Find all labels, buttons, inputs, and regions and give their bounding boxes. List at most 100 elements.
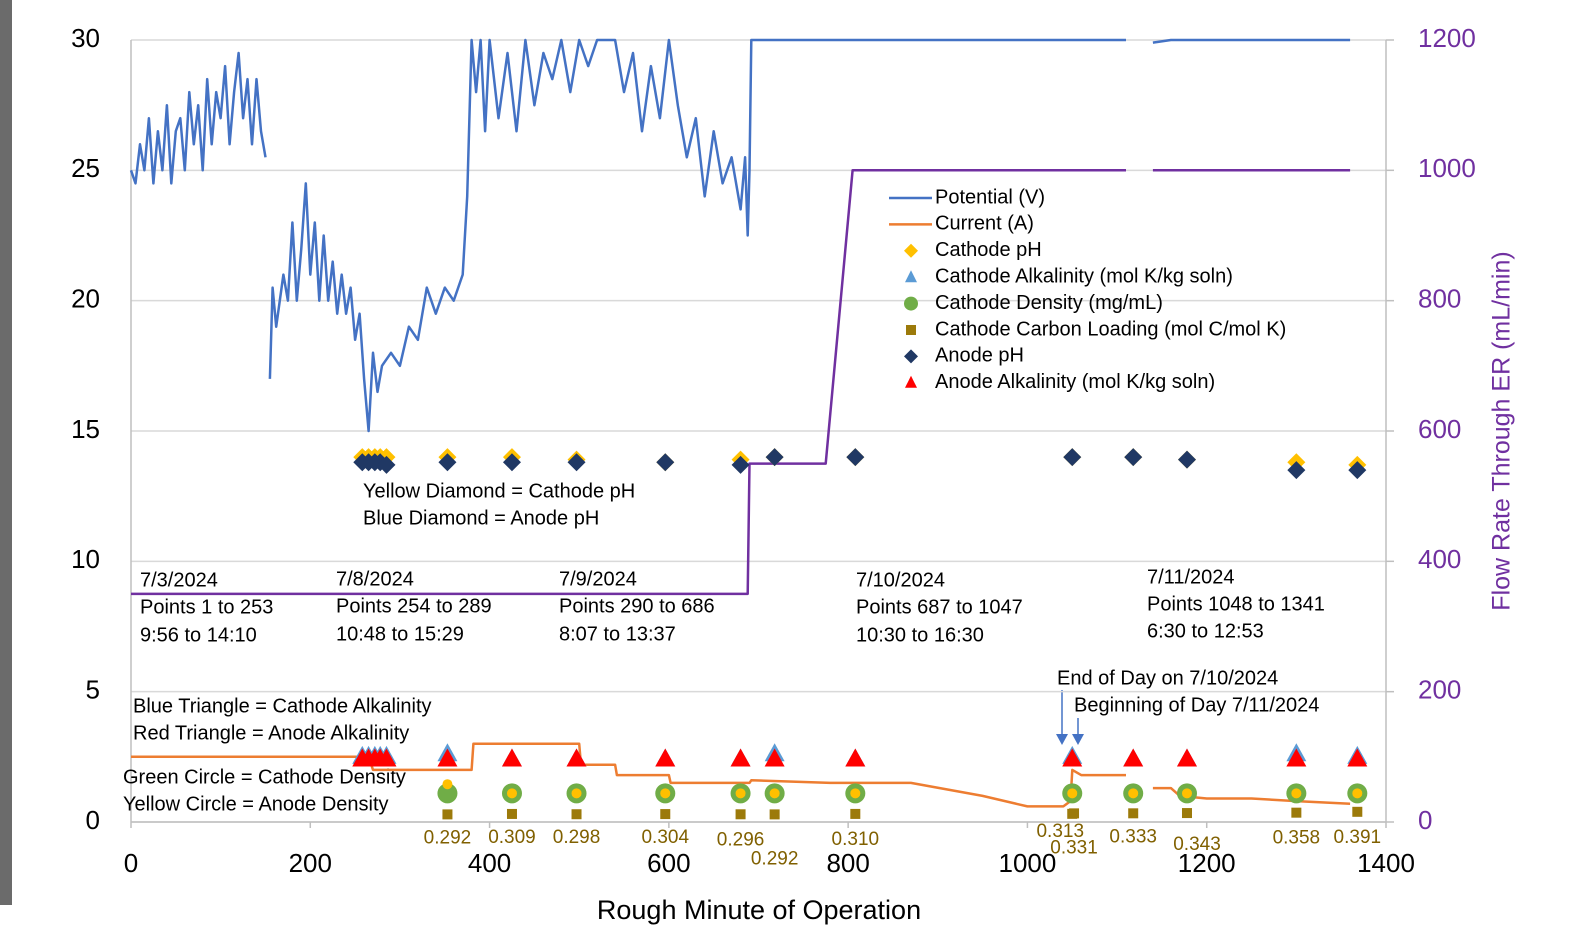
annotation: 9:56 to 14:10 bbox=[140, 624, 257, 646]
square-marker bbox=[660, 809, 670, 819]
square-marker bbox=[736, 809, 746, 819]
legend-marker bbox=[906, 325, 916, 335]
diamond-marker bbox=[1178, 451, 1196, 469]
legend-marker bbox=[905, 376, 917, 388]
square-marker bbox=[442, 809, 452, 819]
photo-edge bbox=[0, 0, 12, 905]
x-tick-label: 200 bbox=[289, 848, 332, 878]
square-marker bbox=[1291, 808, 1301, 818]
legend-label: Cathode pH bbox=[935, 239, 1042, 261]
dot-marker bbox=[507, 788, 517, 798]
annotation: 8:07 to 13:37 bbox=[559, 623, 676, 645]
square-marker bbox=[572, 809, 582, 819]
dot-marker bbox=[770, 788, 780, 798]
chart: Rough Minute of Operation Flow Rate Thro… bbox=[0, 0, 1591, 947]
y2-tick-label: 200 bbox=[1418, 675, 1461, 705]
value-label: 0.304 bbox=[641, 827, 689, 848]
legend-label: Anode Alkalinity (mol K/kg soln) bbox=[935, 371, 1215, 393]
annotation: 10:30 to 16:30 bbox=[856, 624, 984, 646]
annotation: 7/11/2024 bbox=[1147, 566, 1235, 588]
value-label: 0.358 bbox=[1273, 828, 1321, 849]
value-label: 0.310 bbox=[832, 829, 880, 850]
y-tick-label: 20 bbox=[71, 284, 100, 314]
triangle-marker bbox=[567, 748, 587, 766]
x-tick-label: 800 bbox=[826, 848, 869, 878]
x-tick-label: 1400 bbox=[1357, 848, 1415, 878]
square-marker bbox=[1128, 808, 1138, 818]
triangle-marker bbox=[655, 748, 675, 766]
y2-tick-label: 0 bbox=[1418, 805, 1432, 835]
annotation: Green Circle = Cathode Density bbox=[123, 766, 406, 788]
value-label: 0.292 bbox=[751, 848, 799, 869]
legend-label: Cathode Alkalinity (mol K/kg soln) bbox=[935, 265, 1233, 287]
annotation: Blue Triangle = Cathode Alkalinity bbox=[133, 695, 432, 717]
x-axis-label: Rough Minute of Operation bbox=[597, 895, 921, 925]
annotation: 10:48 to 15:29 bbox=[336, 623, 464, 645]
y-tick-label: 30 bbox=[71, 23, 100, 53]
legend-marker bbox=[904, 244, 918, 258]
value-label: 0.298 bbox=[553, 827, 601, 848]
square-marker bbox=[770, 809, 780, 819]
square-marker bbox=[507, 809, 517, 819]
value-label: 0.391 bbox=[1334, 827, 1382, 848]
legend-label: Cathode Density (mg/mL) bbox=[935, 292, 1163, 314]
annotation: Red Triangle = Anode Alkalinity bbox=[133, 722, 409, 744]
triangle-marker bbox=[731, 748, 751, 766]
y-tick-label: 15 bbox=[71, 414, 100, 444]
annotation: Points 687 to 1047 bbox=[856, 596, 1023, 618]
dot-marker bbox=[1291, 788, 1301, 798]
annotation: Beginning of Day 7/11/2024 bbox=[1074, 694, 1319, 716]
dot-marker bbox=[572, 788, 582, 798]
legend-marker bbox=[904, 349, 918, 363]
legend-label: Current (A) bbox=[935, 213, 1034, 235]
square-marker bbox=[850, 809, 860, 819]
y-tick-label: 0 bbox=[86, 805, 100, 835]
triangle-marker bbox=[1123, 748, 1143, 766]
y2-tick-label: 1000 bbox=[1418, 153, 1476, 183]
triangle-marker bbox=[1177, 748, 1197, 766]
diamond-marker bbox=[1124, 448, 1142, 466]
diamond-marker bbox=[568, 453, 586, 471]
legend-label: Potential (V) bbox=[935, 186, 1045, 208]
annotation: Yellow Circle = Anode Density bbox=[123, 793, 389, 815]
dot-marker bbox=[1352, 788, 1362, 798]
annotation: Points 290 to 686 bbox=[559, 595, 715, 617]
y-tick-label: 25 bbox=[71, 153, 100, 183]
legend-marker bbox=[905, 270, 917, 282]
x-tick-label: 600 bbox=[647, 848, 690, 878]
annotation: 7/9/2024 bbox=[559, 568, 637, 590]
dot-marker bbox=[1128, 788, 1138, 798]
dot-marker bbox=[442, 779, 452, 789]
value-label: 0.292 bbox=[424, 827, 472, 848]
triangle-marker bbox=[1062, 748, 1082, 766]
y2-tick-label: 400 bbox=[1418, 544, 1461, 574]
triangle-marker bbox=[1347, 748, 1367, 766]
y2-tick-label: 1200 bbox=[1418, 23, 1476, 53]
y2-tick-label: 600 bbox=[1418, 414, 1461, 444]
dot-marker bbox=[660, 788, 670, 798]
dot-marker bbox=[850, 788, 860, 798]
triangle-marker bbox=[502, 748, 522, 766]
square-marker bbox=[1182, 808, 1192, 818]
dot-marker bbox=[1067, 788, 1077, 798]
value-label: 0.343 bbox=[1173, 834, 1221, 855]
annotation: Yellow Diamond = Cathode pH bbox=[363, 480, 635, 502]
x-tick-label: 0 bbox=[124, 848, 138, 878]
triangle-marker bbox=[845, 748, 865, 766]
square-marker bbox=[1069, 808, 1079, 818]
value-label: 0.331 bbox=[1050, 837, 1098, 858]
dot-marker bbox=[1182, 788, 1192, 798]
square-marker bbox=[1352, 807, 1362, 817]
value-label: 0.296 bbox=[717, 829, 765, 850]
y2-axis-label: Flow Rate Through ER (mL/min) bbox=[1488, 251, 1516, 610]
annotation: Points 1048 to 1341 bbox=[1147, 593, 1325, 615]
dot-marker bbox=[736, 788, 746, 798]
annotation: 6:30 to 12:53 bbox=[1147, 620, 1264, 642]
annotation: End of Day on 7/10/2024 bbox=[1057, 667, 1278, 689]
legend-marker bbox=[904, 297, 918, 311]
legend-label: Cathode Carbon Loading (mol C/mol K) bbox=[935, 318, 1286, 340]
value-label: 0.309 bbox=[488, 827, 536, 848]
arrow-head bbox=[1072, 734, 1084, 745]
annotation: Points 1 to 253 bbox=[140, 596, 273, 618]
diamond-marker bbox=[1063, 448, 1081, 466]
